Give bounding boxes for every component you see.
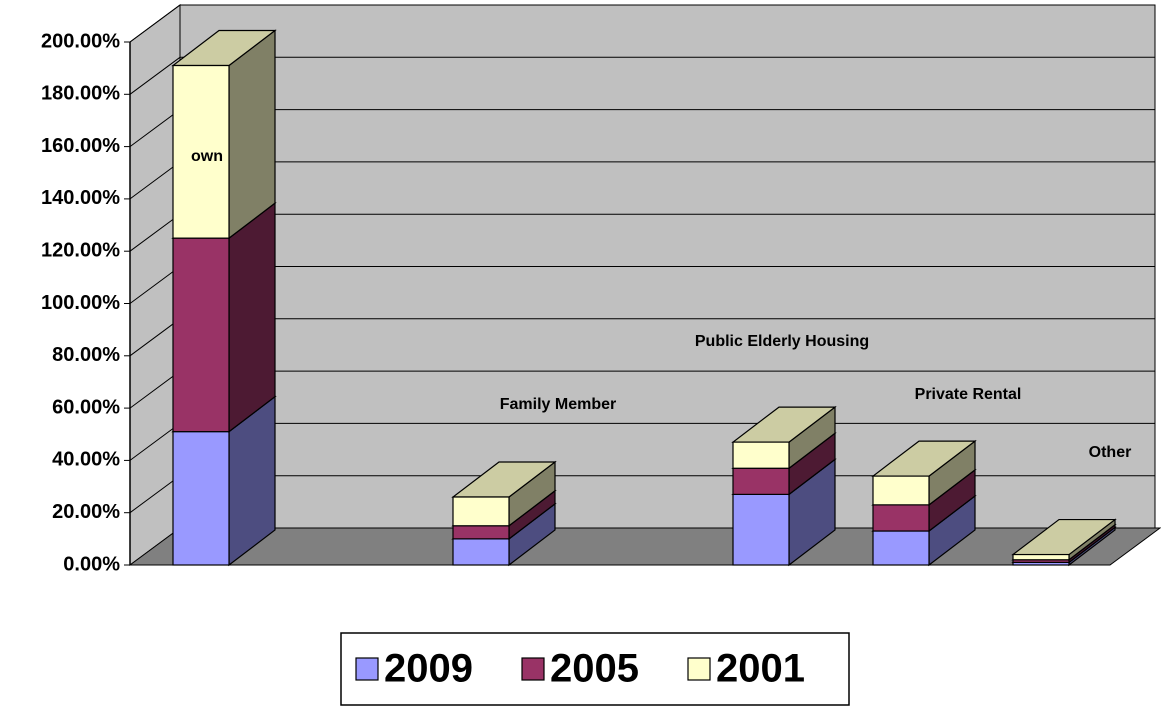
bar: [452, 525, 510, 540]
bar: [1012, 553, 1070, 561]
floor: [128, 527, 1161, 566]
bar: [172, 64, 230, 239]
legend-swatch: [687, 657, 711, 681]
bar: [872, 475, 930, 506]
legend-label: 2009: [384, 647, 473, 691]
bar: [452, 538, 510, 566]
y-tick-label: 160.00%: [41, 135, 120, 157]
category-label: Private Rental: [915, 386, 1022, 403]
bar-side: [228, 29, 276, 240]
category-label: Family Member: [500, 396, 616, 413]
category-label: own: [191, 148, 223, 165]
legend-label: 2001: [716, 647, 805, 691]
y-tick-label: 20.00%: [52, 501, 120, 523]
grid-line: [129, 4, 1155, 43]
bar: [732, 493, 790, 566]
category-label: Public Elderly Housing: [695, 333, 869, 350]
y-tick-label: 200.00%: [41, 30, 120, 52]
grid-line: [129, 56, 1155, 95]
bar: [452, 496, 510, 527]
bar: [172, 431, 230, 566]
bar: [732, 441, 790, 469]
y-tick-label: 40.00%: [52, 449, 120, 471]
bar: [172, 237, 230, 433]
y-tick-label: 0.00%: [63, 553, 120, 575]
legend-box: [340, 632, 850, 706]
y-tick-label: 180.00%: [41, 83, 120, 105]
bar: [872, 504, 930, 532]
y-tick-label: 60.00%: [52, 396, 120, 418]
category-label: Other: [1089, 444, 1132, 461]
bar: [872, 530, 930, 566]
legend-swatch: [521, 657, 545, 681]
legend-swatch: [355, 657, 379, 681]
y-tick-label: 80.00%: [52, 344, 120, 366]
bar-side: [228, 201, 276, 433]
y-tick-label: 120.00%: [41, 239, 120, 261]
bar: [732, 467, 790, 495]
y-tick-label: 100.00%: [41, 292, 120, 314]
y-tick-label: 140.00%: [41, 187, 120, 209]
legend-label: 2005: [550, 647, 639, 691]
